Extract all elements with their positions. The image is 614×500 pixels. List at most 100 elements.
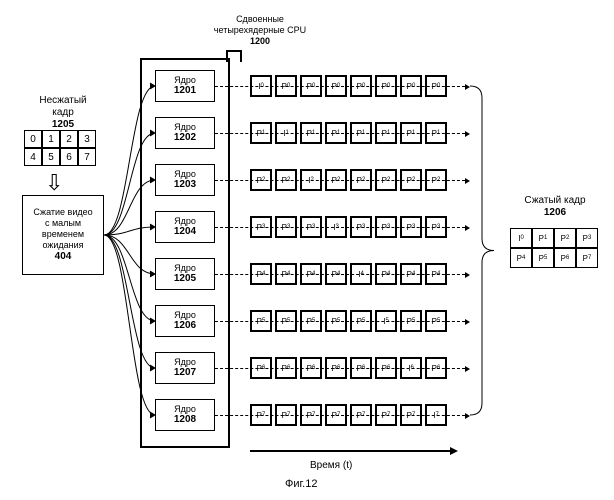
frame-cell: P6 xyxy=(325,357,347,379)
frame-cell: P4 xyxy=(325,263,347,285)
frame-cell: P0 xyxy=(300,75,322,97)
frame-cell: P3 xyxy=(375,216,397,238)
frame-cell: I5 xyxy=(375,310,397,332)
frame-cell: P1 xyxy=(325,122,347,144)
compressed-cell: P1 xyxy=(532,228,554,248)
compressed-cell: P3 xyxy=(576,228,598,248)
frame-row: P2P2I2P2P2P2P2P2 xyxy=(250,169,447,191)
cpu-title-line2: четырехядерные CPU xyxy=(210,25,310,36)
compressed-label: Сжатый кадр 1206 xyxy=(512,195,598,219)
frame-cell: P5 xyxy=(275,310,297,332)
frame-cell: P4 xyxy=(300,263,322,285)
frame-cell: I3 xyxy=(325,216,347,238)
frame-cell: P6 xyxy=(350,357,372,379)
frame-cell: P0 xyxy=(325,75,347,97)
frame-cell: P6 xyxy=(300,357,322,379)
frame-cell: P7 xyxy=(275,404,297,426)
cpu-title-line1: Сдвоенные xyxy=(210,14,310,25)
cpu-title-num: 1200 xyxy=(250,36,270,46)
frame-cell: P1 xyxy=(250,122,272,144)
compressed-cell: P5 xyxy=(532,248,554,268)
core-box: Ядро1203 xyxy=(155,164,215,196)
frame-cell: I7 xyxy=(425,404,447,426)
time-label: Время (t) xyxy=(310,460,352,471)
frame-cell: I2 xyxy=(300,169,322,191)
core-box: Ядро1206 xyxy=(155,305,215,337)
uncompressed-cell: 0 xyxy=(24,130,42,148)
frame-cell: P6 xyxy=(275,357,297,379)
uncompressed-cell: 4 xyxy=(24,148,42,166)
frame-cell: P3 xyxy=(400,216,422,238)
uncompressed-cell: 1 xyxy=(42,130,60,148)
core-num: 1206 xyxy=(174,320,196,331)
frame-cell: P0 xyxy=(350,75,372,97)
frame-cell: P2 xyxy=(250,169,272,191)
core-label: Ядро xyxy=(174,123,196,133)
core-box: Ядро1208 xyxy=(155,399,215,431)
core-box: Ядро1201 xyxy=(155,70,215,102)
core-box: Ядро1204 xyxy=(155,211,215,243)
compressed-cell: P4 xyxy=(510,248,532,268)
frame-cell: P6 xyxy=(425,357,447,379)
diagram-root: Несжатый кадр 1205 01234567 ⇩ Сжатие вид… xyxy=(10,10,604,490)
frame-cell: P5 xyxy=(400,310,422,332)
compressed-cell: P7 xyxy=(576,248,598,268)
compressed-line1: Сжатый кадр xyxy=(512,195,598,207)
frame-cell: P3 xyxy=(275,216,297,238)
uncompressed-cell: 6 xyxy=(60,148,78,166)
core-box: Ядро1205 xyxy=(155,258,215,290)
frame-cell: P2 xyxy=(350,169,372,191)
frame-cell: P1 xyxy=(425,122,447,144)
frame-cell: I0 xyxy=(250,75,272,97)
frame-cell: P6 xyxy=(375,357,397,379)
frame-cell: P3 xyxy=(425,216,447,238)
core-label: Ядро xyxy=(174,217,196,227)
core-box: Ядро1207 xyxy=(155,352,215,384)
compress-line2: с малым xyxy=(45,218,81,229)
frame-cell: P1 xyxy=(350,122,372,144)
frame-cell: P2 xyxy=(400,169,422,191)
core-num: 1201 xyxy=(174,85,196,96)
uncompressed-line2: кадр xyxy=(28,107,98,119)
frame-row: I0P0P0P0P0P0P0P0 xyxy=(250,75,447,97)
core-label: Ядро xyxy=(174,76,196,86)
compressed-cell: P2 xyxy=(554,228,576,248)
core-label: Ядро xyxy=(174,311,196,321)
frame-cell: I1 xyxy=(275,122,297,144)
compressed-cell: P6 xyxy=(554,248,576,268)
frame-cell: P4 xyxy=(375,263,397,285)
frame-row: P1I1P1P1P1P1P1P1 xyxy=(250,122,447,144)
frame-cell: P3 xyxy=(250,216,272,238)
frame-cell: P1 xyxy=(400,122,422,144)
uncompressed-cell: 2 xyxy=(60,130,78,148)
frame-cell: P3 xyxy=(350,216,372,238)
frame-cell: P3 xyxy=(300,216,322,238)
uncompressed-cell: 5 xyxy=(42,148,60,166)
frame-row: P5P5P5P5P5I5P5P5 xyxy=(250,310,447,332)
uncompressed-cell: 7 xyxy=(78,148,96,166)
compress-line1: Сжатие видео xyxy=(33,207,92,218)
frame-cell: I4 xyxy=(350,263,372,285)
uncompressed-frame: 0123 4567 xyxy=(24,130,96,166)
frame-cell: P2 xyxy=(325,169,347,191)
frame-cell: P2 xyxy=(275,169,297,191)
frame-row: P3P3P3I3P3P3P3P3 xyxy=(250,216,447,238)
frame-cell: P0 xyxy=(400,75,422,97)
frame-row: P4P4P4P4I4P4P4P4 xyxy=(250,263,447,285)
core-num: 1202 xyxy=(174,132,196,143)
frame-cell: P0 xyxy=(425,75,447,97)
core-label: Ядро xyxy=(174,405,196,415)
compress-num: 404 xyxy=(55,251,72,263)
frame-cell: P4 xyxy=(400,263,422,285)
frame-cell: P7 xyxy=(325,404,347,426)
frame-row: P6P6P6P6P6P6I6P6 xyxy=(250,357,447,379)
frame-cell: P2 xyxy=(375,169,397,191)
frame-cell: P5 xyxy=(300,310,322,332)
uncompressed-cell: 3 xyxy=(78,130,96,148)
frame-cell: P1 xyxy=(300,122,322,144)
core-num: 1203 xyxy=(174,179,196,190)
time-arrow xyxy=(250,450,450,452)
frame-cell: P4 xyxy=(425,263,447,285)
cpu-title: Сдвоенные четырехядерные CPU 1200 xyxy=(210,14,310,46)
core-num: 1207 xyxy=(174,367,196,378)
